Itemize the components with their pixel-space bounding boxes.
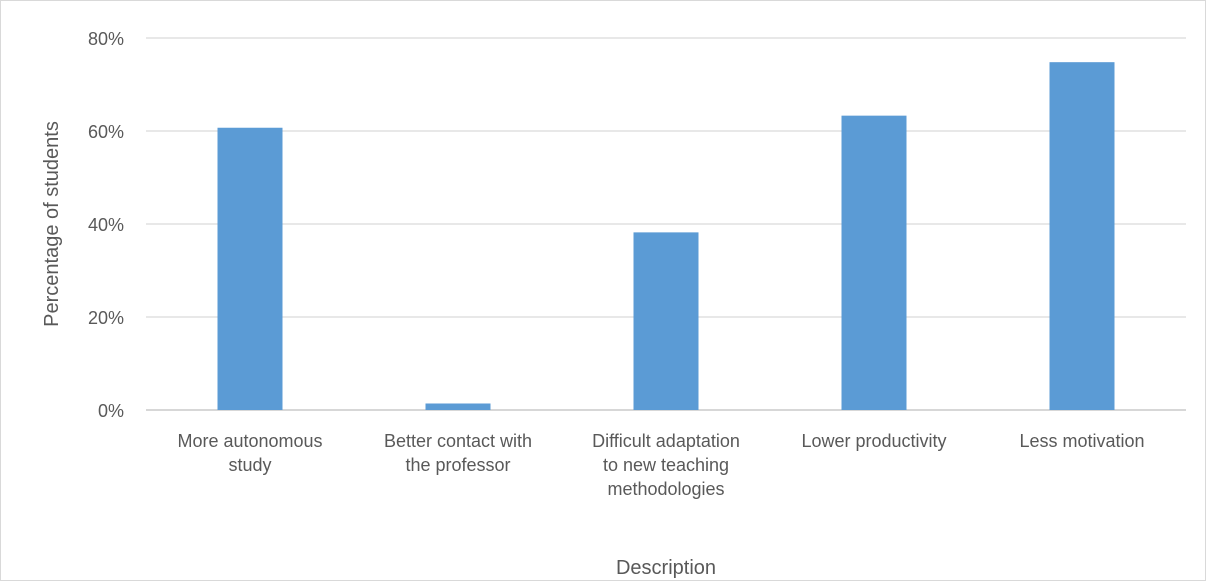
x-category-labels: More autonomous study Better contact with t…	[177, 431, 1144, 499]
bar	[1049, 62, 1115, 411]
y-axis-title: Percentage of students	[41, 121, 63, 327]
y-tick-label: 80%	[88, 29, 124, 49]
bar	[217, 127, 283, 411]
y-tick-label: 0%	[98, 401, 124, 421]
y-tick-label: 20%	[88, 308, 124, 328]
x-category-label: Better contact with the professor	[384, 431, 532, 475]
x-axis-title: Description	[616, 557, 716, 579]
y-tick-label: 40%	[88, 215, 124, 235]
x-category-label: Less motivation	[1019, 431, 1144, 451]
y-tick-label: 60%	[88, 122, 124, 142]
x-category-label: Difficult adaptation to new teaching metho…	[592, 431, 740, 499]
y-tick-labels: 0% 20% 40% 60% 80%	[88, 29, 124, 421]
x-category-label: Lower productivity	[801, 431, 946, 451]
bar	[633, 232, 699, 410]
bar	[841, 115, 907, 410]
bars	[217, 62, 1115, 411]
gridlines	[146, 37, 1186, 411]
bar	[425, 403, 491, 410]
x-category-label: More autonomous study	[177, 431, 322, 475]
